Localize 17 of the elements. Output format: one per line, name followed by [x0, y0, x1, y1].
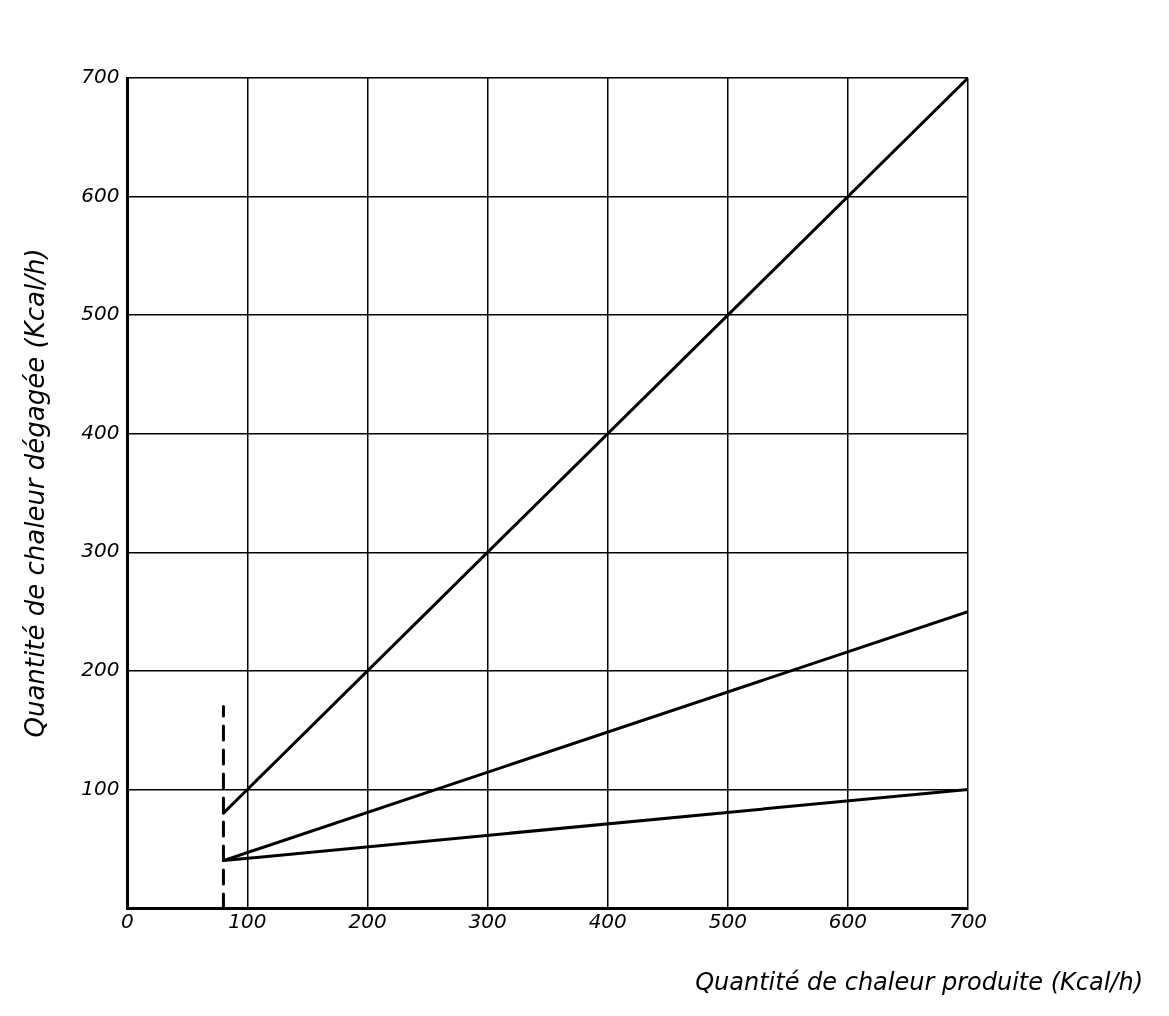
y-tick-label: 300 — [81, 538, 120, 563]
x-tick-label: 600 — [828, 909, 867, 934]
y-tick-label: 200 — [81, 657, 120, 682]
y-axis-title: Quantité de chaleur dégagée (Kcal/h) — [20, 248, 51, 738]
x-tick-label: 200 — [348, 909, 387, 934]
y-tick-label: 100 — [81, 775, 120, 800]
x-tick-label: 300 — [468, 909, 507, 934]
x-tick-label: 0 — [121, 909, 134, 934]
y-tick-label: 700 — [81, 64, 120, 89]
x-tick-label: 400 — [588, 909, 627, 934]
y-tick-label: 600 — [81, 182, 120, 207]
x-tick-label: 100 — [228, 909, 267, 934]
y-tick-label: 500 — [81, 301, 120, 326]
x-tick-label: 500 — [708, 909, 747, 934]
x-axis-title: Quantité de chaleur produite (Kcal/h) — [695, 968, 1143, 996]
y-tick-label: 400 — [81, 419, 120, 444]
x-tick-label: 700 — [948, 909, 988, 934]
